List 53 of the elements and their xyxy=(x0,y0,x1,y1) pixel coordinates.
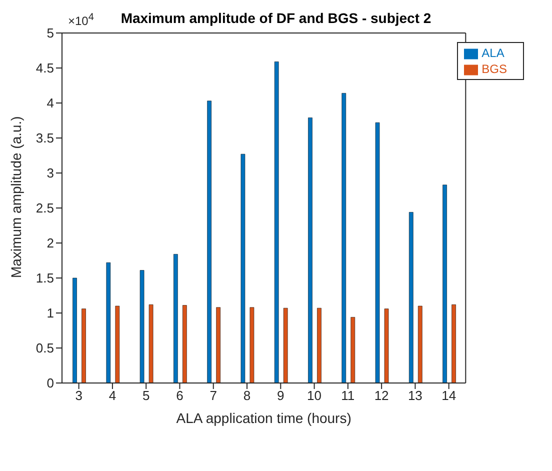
legend-label: BGS xyxy=(482,62,507,76)
x-tick-label: 14 xyxy=(442,388,456,404)
bar xyxy=(308,118,312,383)
bar xyxy=(216,307,220,383)
y-tick-label: 0.5 xyxy=(36,340,54,356)
x-tick-label: 7 xyxy=(210,388,217,404)
bar xyxy=(442,184,447,383)
x-tick-label: 3 xyxy=(75,388,82,404)
bar xyxy=(452,304,456,383)
bar xyxy=(140,270,144,383)
y-tick-label: 3 xyxy=(46,166,54,181)
bar xyxy=(408,212,414,383)
y-tick-label: 4 xyxy=(46,96,54,111)
y-tick-label: 1 xyxy=(46,306,54,321)
y-tick-label: 3.5 xyxy=(36,130,54,146)
chart-title: Maximum amplitude of DF and BGS - subject 2 xyxy=(120,10,432,26)
x-tick-label: 11 xyxy=(341,388,355,404)
y-tick-label: 0 xyxy=(46,376,54,391)
x-tick-label: 9 xyxy=(277,388,284,404)
y-tick-label: 2.5 xyxy=(36,200,54,216)
bar xyxy=(384,308,389,383)
x-tick-label: 4 xyxy=(108,388,116,404)
bar xyxy=(148,304,154,383)
legend-label: ALA xyxy=(482,46,504,60)
x-tick-label: 12 xyxy=(374,388,389,404)
bar xyxy=(350,317,356,383)
bar xyxy=(82,308,86,383)
bar xyxy=(283,308,288,383)
x-tick-label: 6 xyxy=(176,388,184,404)
x-tick-label: 8 xyxy=(243,388,251,404)
x-tick-label: 10 xyxy=(307,388,322,404)
bar xyxy=(418,306,422,383)
bar xyxy=(72,278,77,383)
bar xyxy=(115,306,120,383)
y-tick-label: 4.5 xyxy=(36,60,54,76)
bar xyxy=(317,308,322,383)
x-tick-label: 5 xyxy=(142,388,150,404)
bar xyxy=(174,254,178,383)
y-tick-label: 5 xyxy=(46,26,54,41)
text: ×10$^{4}$ xyxy=(68,12,94,28)
x-axis-title: ALA application time (hours) xyxy=(176,410,352,426)
bar xyxy=(182,305,187,383)
bar xyxy=(375,122,380,383)
y-tick-label: 2 xyxy=(46,236,54,251)
bar xyxy=(207,100,212,383)
bar xyxy=(240,154,246,383)
x-tick-label: 13 xyxy=(408,388,422,404)
bar xyxy=(342,93,346,383)
bar xyxy=(250,307,254,383)
bar xyxy=(106,262,111,383)
y-axis-title: Maximum amplitude (a.u.) xyxy=(8,116,24,278)
bar xyxy=(274,62,279,383)
y-tick-label: 1.5 xyxy=(36,270,54,286)
